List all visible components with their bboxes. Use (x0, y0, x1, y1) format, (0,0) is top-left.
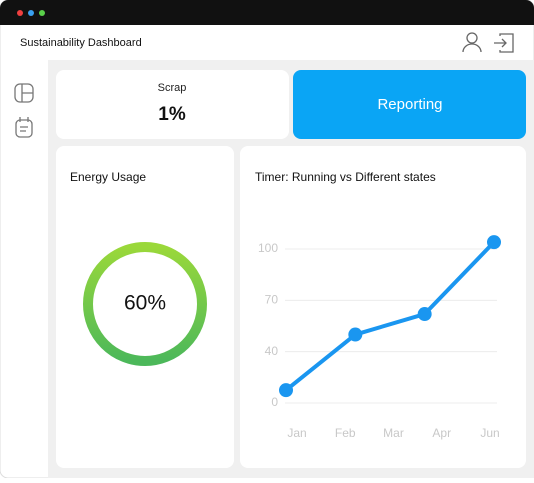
scrap-card (56, 70, 289, 139)
scrap-value: 1% (158, 104, 186, 125)
calendar-icon[interactable] (15, 119, 33, 138)
logout-icon[interactable] (494, 33, 514, 53)
energy-ring (83, 242, 207, 366)
header-icons (462, 32, 514, 53)
x-tick-label: Jan (287, 426, 306, 440)
energy-title: Energy Usage (70, 170, 146, 184)
point (417, 307, 432, 322)
timer-card (240, 146, 526, 468)
scrap-label: Scrap (158, 82, 187, 94)
line (284, 240, 496, 392)
reporting-button[interactable] (293, 70, 526, 139)
y-tick-label: 0 (271, 395, 278, 409)
min-dot[interactable] (28, 10, 34, 16)
point (279, 383, 293, 398)
energy-card (56, 146, 234, 468)
x-tick-label: Mar (383, 426, 404, 440)
point (348, 327, 363, 342)
y-tick-label: 70 (265, 293, 279, 307)
user-icon[interactable] (466, 32, 478, 44)
point (487, 235, 501, 250)
y-tick-label: 40 (265, 344, 279, 358)
app-title: Sustainability Dashboard (20, 37, 142, 49)
x-tick-label: Feb (335, 426, 356, 440)
sidebar (14, 83, 34, 138)
y-tick-label: 100 (258, 241, 278, 255)
timer-title: Timer: Running vs Different states (255, 170, 436, 184)
energy-value: 60% (124, 292, 166, 315)
max-dot[interactable] (39, 10, 45, 16)
close-dot[interactable] (17, 10, 23, 16)
title-bar (0, 0, 534, 25)
reporting-label: Reporting (377, 96, 442, 113)
x-tick-label: Jun (480, 426, 499, 440)
x-tick-label: Apr (432, 426, 451, 440)
